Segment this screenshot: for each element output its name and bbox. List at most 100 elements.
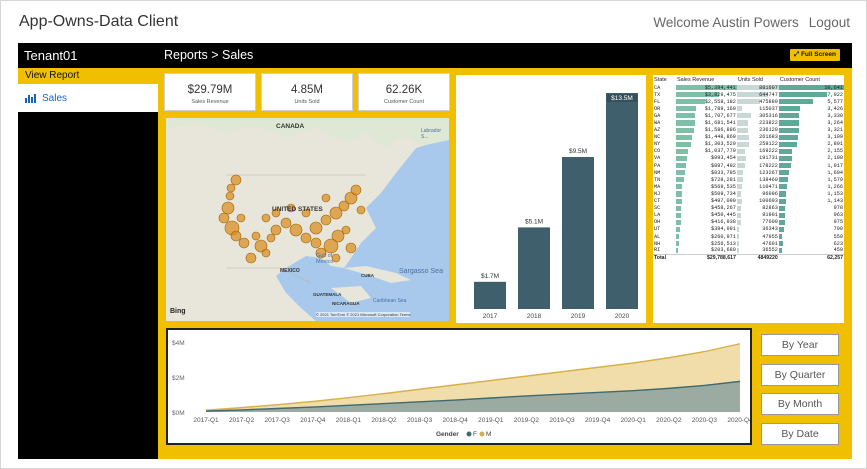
- map-location-marker[interactable]: [280, 217, 292, 229]
- map-location-marker[interactable]: [261, 213, 271, 223]
- table-row[interactable]: GA $1,707,677 305316 3,330: [653, 112, 844, 119]
- table-row[interactable]: WA $1,681,541 223822 3,264: [653, 119, 844, 126]
- by-year-button[interactable]: By Year: [761, 334, 839, 356]
- map-location-marker[interactable]: [266, 233, 276, 243]
- cell-databar: [778, 92, 828, 98]
- table-row[interactable]: CO $1,037,779 169222 2,155: [653, 148, 844, 155]
- map-location-marker[interactable]: [254, 239, 268, 253]
- kpi-card-revenue[interactable]: $29.79M Sales Revenue: [164, 73, 256, 111]
- legend-label-m[interactable]: M: [486, 431, 491, 438]
- map-location-marker[interactable]: [345, 242, 357, 254]
- state-sales-table[interactable]: State Sales Revenue Units Sold Customer …: [653, 75, 844, 323]
- cell-databar: [778, 226, 784, 232]
- map-location-marker[interactable]: [270, 224, 282, 236]
- gender-area-chart[interactable]: $4M $2M $0M 2017-Q1 2017-Q2 2017-Q3 2017-Q4 201…: [166, 328, 753, 445]
- by-month-button[interactable]: By Month: [761, 393, 839, 415]
- legend-marker-m: [479, 431, 485, 437]
- area-series-f[interactable]: [206, 381, 740, 412]
- table-row[interactable]: LA $450,445 91901 963: [653, 212, 844, 219]
- table-cell: NH: [653, 240, 676, 247]
- map-location-marker[interactable]: [338, 200, 350, 212]
- table-row[interactable]: PA $887,492 178222 1,917: [653, 162, 844, 169]
- map-location-marker[interactable]: [218, 212, 230, 224]
- table-row[interactable]: AZ $1,586,886 236120 3,321: [653, 127, 844, 134]
- map-location-marker[interactable]: [321, 193, 331, 203]
- map-location-marker[interactable]: [221, 201, 235, 215]
- table-row[interactable]: TX $3,829,475 644747 7,922: [653, 91, 844, 98]
- map-location-marker[interactable]: [236, 213, 246, 223]
- map-location-marker[interactable]: [315, 247, 327, 259]
- by-date-button[interactable]: By Date: [761, 422, 839, 445]
- map-location-marker[interactable]: [286, 203, 296, 213]
- bar[interactable]: [562, 157, 594, 309]
- table-cell: GA: [653, 112, 676, 119]
- bar[interactable]: [474, 281, 506, 309]
- table-cell: 169222: [736, 148, 779, 155]
- map-location-marker[interactable]: [331, 229, 345, 243]
- table-cell: $1,789,160: [675, 105, 737, 112]
- map-location-marker[interactable]: [245, 252, 257, 264]
- col-header[interactable]: Units Sold: [737, 76, 763, 83]
- fullscreen-button[interactable]: ⤢ Full Screen: [789, 49, 840, 61]
- col-header[interactable]: Customer Count: [779, 76, 820, 83]
- table-row[interactable]: MA $569,535 110471 1,266: [653, 183, 844, 190]
- bar[interactable]: [518, 227, 550, 309]
- cell-databar: [736, 148, 745, 154]
- table-row[interactable]: CT $497,090 100693 1,143: [653, 198, 844, 205]
- map-location-marker[interactable]: [300, 232, 312, 244]
- table-row[interactable]: OR $1,789,160 115037 3,426: [653, 105, 844, 112]
- table-row[interactable]: NJ $509,734 96096 1,153: [653, 190, 844, 197]
- revenue-bar-chart[interactable]: $1.7M 2017 $5.1M 2018 $9.5M 2019 $13.5M 2020: [456, 75, 646, 323]
- map-location-marker[interactable]: [226, 183, 236, 193]
- kpi-card-customers[interactable]: 62.26K Customer Count: [358, 73, 450, 111]
- legend-label-f[interactable]: F: [473, 431, 477, 438]
- map-location-marker[interactable]: [341, 225, 351, 235]
- map-location-marker[interactable]: [238, 237, 250, 249]
- map-location-marker[interactable]: [309, 221, 323, 235]
- table-row[interactable]: AL $260,971 47955 559: [653, 233, 844, 240]
- cell-databar: [736, 226, 739, 232]
- table-row[interactable]: VA $993,454 191731 2,190: [653, 155, 844, 162]
- sidebar-item-sales[interactable]: Sales: [18, 84, 158, 112]
- table-row[interactable]: NY $1,303,529 258122 2,891: [653, 141, 844, 148]
- map-location-marker[interactable]: [261, 248, 271, 258]
- map-location-marker[interactable]: [356, 205, 366, 215]
- map-location-marker[interactable]: [225, 191, 235, 201]
- table-row[interactable]: CA $5,394,441 881607 10,641: [653, 84, 844, 91]
- map-location-marker[interactable]: [289, 223, 303, 237]
- map-location-marker[interactable]: [331, 253, 341, 263]
- map-location-marker[interactable]: [344, 191, 358, 205]
- table-row[interactable]: OH $416,938 77600 975: [653, 219, 844, 226]
- table-row[interactable]: NM $833,785 123267 1,604: [653, 169, 844, 176]
- by-quarter-button[interactable]: By Quarter: [761, 363, 839, 386]
- map-location-marker[interactable]: [350, 184, 362, 196]
- cell-text: 191731: [759, 155, 778, 162]
- sales-map[interactable]: CANADA Labrador S... UNITED STATES MEXIC…: [166, 118, 449, 321]
- cell-text: AL: [654, 233, 661, 240]
- map-location-marker[interactable]: [301, 208, 311, 218]
- x-tick-label: 2019-Q2: [514, 417, 540, 424]
- col-header[interactable]: Sales Revenue: [676, 76, 715, 83]
- cell-databar: [675, 184, 683, 190]
- table-row[interactable]: TN $728,281 138460 1,579: [653, 176, 844, 183]
- table-row[interactable]: SC $458,267 82863 978: [653, 205, 844, 212]
- bar[interactable]: [606, 93, 638, 309]
- col-header[interactable]: State: [654, 76, 667, 83]
- map-location-marker[interactable]: [230, 230, 242, 242]
- map-location-marker[interactable]: [323, 238, 339, 254]
- welcome-link[interactable]: Welcome Austin Powers: [653, 14, 799, 30]
- map-location-marker[interactable]: [329, 206, 343, 220]
- table-row[interactable]: RI $203,680 36552 459: [653, 247, 844, 254]
- kpi-card-units[interactable]: 4.85M Units Sold: [261, 73, 353, 111]
- table-row[interactable]: UT $384,091 36343 790: [653, 226, 844, 233]
- table-row[interactable]: FL $2,558,182 475889 5,577: [653, 98, 844, 105]
- table-row[interactable]: NH $256,513 47601 623: [653, 240, 844, 247]
- cell-text: $260,971: [710, 233, 736, 240]
- map-location-marker[interactable]: [320, 214, 332, 226]
- map-location-marker[interactable]: [310, 237, 322, 249]
- table-row[interactable]: NC $1,448,869 261683 3,109: [653, 134, 844, 141]
- map-location-marker[interactable]: [251, 231, 261, 241]
- logout-link[interactable]: Logout: [808, 14, 850, 30]
- map-location-marker[interactable]: [230, 174, 242, 186]
- map-location-marker[interactable]: [271, 208, 281, 218]
